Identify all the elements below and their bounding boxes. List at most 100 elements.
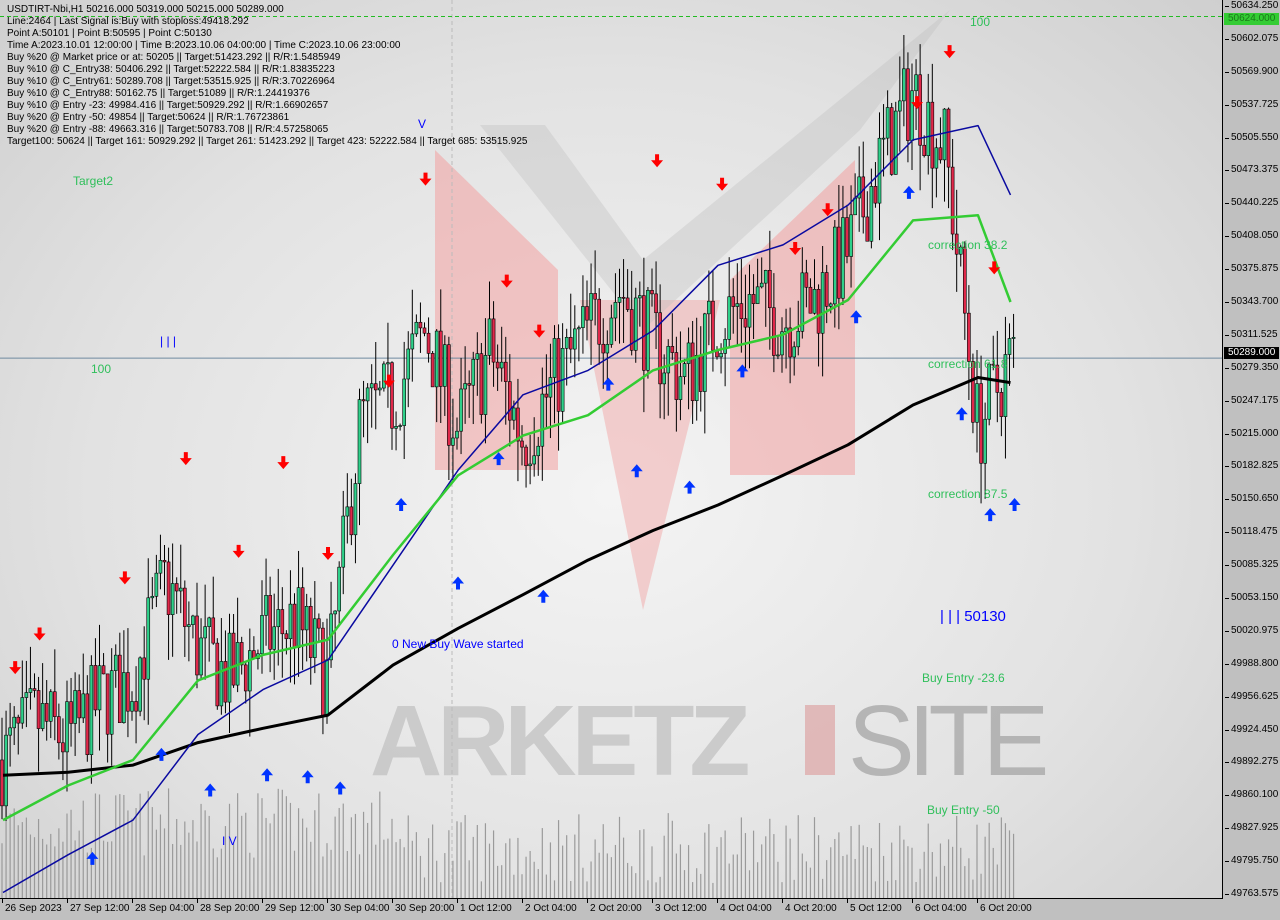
candle-body xyxy=(418,321,423,329)
candle-body xyxy=(865,216,870,242)
correction-38-label: correction 38.2 xyxy=(928,238,1008,252)
candle-body xyxy=(564,337,569,349)
candle-body xyxy=(650,290,654,295)
point-c-label: | | | 50130 xyxy=(940,608,1006,625)
candle-body xyxy=(183,587,187,627)
candle-body xyxy=(304,605,309,631)
candle-body xyxy=(524,446,528,467)
candle-body xyxy=(629,309,634,351)
candle-body xyxy=(971,361,975,423)
candle-body xyxy=(723,339,727,354)
candle-body xyxy=(808,286,813,314)
candle-body xyxy=(0,759,4,807)
candle-body xyxy=(93,665,98,711)
buy-arrow-icon xyxy=(86,851,99,865)
candle-body xyxy=(345,506,350,517)
x-tick-label: 30 Sep 04:00 xyxy=(327,899,390,914)
candle-body xyxy=(633,297,638,351)
candle-body xyxy=(926,101,931,156)
candle-body xyxy=(857,176,861,199)
candle-body xyxy=(317,618,321,629)
buy-arrow-icon xyxy=(204,783,217,797)
price-axis[interactable]: 50634.250 50602.075 50569.900 50537.725 5050… xyxy=(1223,0,1280,899)
buy-arrow-icon xyxy=(155,747,168,761)
trade-zone xyxy=(435,150,558,470)
candle-body xyxy=(195,615,199,676)
target-price-tag: 50624.000 xyxy=(1224,13,1279,25)
candle-body xyxy=(280,609,285,635)
trade-zones xyxy=(435,10,950,610)
candle-body xyxy=(142,657,146,680)
candle-body xyxy=(975,383,979,423)
level-100-top-label: 100 xyxy=(970,15,991,29)
candle-body xyxy=(443,344,447,387)
candle-body xyxy=(918,74,922,146)
candle-body xyxy=(893,110,898,175)
candle-body xyxy=(113,654,118,671)
candle-body xyxy=(853,197,857,216)
candle-body xyxy=(694,355,699,401)
candle-body xyxy=(950,166,955,235)
candle-body xyxy=(268,595,272,650)
wave-iii-label: | | | xyxy=(160,334,177,348)
candle-body xyxy=(483,355,488,415)
candle-body xyxy=(654,293,658,314)
sell-arrow-icon xyxy=(533,324,546,338)
correction-61-label: correction 61.8 xyxy=(928,357,1008,371)
candle-body xyxy=(528,463,532,467)
candle-body xyxy=(938,147,943,161)
candle-body xyxy=(759,282,764,288)
y-tick-label: 49988.800 xyxy=(1224,657,1279,669)
chart-area[interactable]: ARKETZ SITE USDTIRT-Nbi,H1 50216.000 503… xyxy=(0,0,1223,899)
candle-body xyxy=(134,701,138,712)
buy-arrow-icon xyxy=(984,508,997,522)
y-tick-label: 50118.475 xyxy=(1225,526,1278,538)
y-tick-label: 49827.925 xyxy=(1224,822,1279,834)
candle-body xyxy=(922,144,926,156)
signal-arrows xyxy=(9,45,1021,865)
candle-body xyxy=(849,214,853,257)
info-line: Target100: 50624 || Target 161: 50929.29… xyxy=(7,136,528,147)
y-tick-label: 50311.525 xyxy=(1225,328,1278,340)
info-line: Buy %10 @ C_Entry38: 50406.292 || Target… xyxy=(7,64,335,75)
candle-body xyxy=(768,270,772,309)
candle-body xyxy=(394,426,398,429)
candle-body xyxy=(365,387,370,402)
candle-body xyxy=(122,672,126,723)
candle-body xyxy=(357,399,362,484)
candle-body xyxy=(906,68,910,141)
candle-body xyxy=(995,364,1000,393)
candle-body xyxy=(36,690,41,729)
candle-body xyxy=(678,376,683,400)
buy-arrow-icon xyxy=(902,185,915,199)
new-wave-label: 0 New Buy Wave started xyxy=(392,637,524,651)
candle-body xyxy=(24,692,29,698)
info-line: Time A:2023.10.01 12:00:00 | Time B:2023… xyxy=(7,40,401,51)
candle-body xyxy=(410,333,415,350)
buy-arrow-icon xyxy=(683,480,696,494)
candle-body xyxy=(568,337,573,350)
candle-body xyxy=(44,703,49,722)
candle-body xyxy=(682,363,687,377)
candle-body xyxy=(243,664,248,692)
candle-body xyxy=(203,626,207,639)
candle-body xyxy=(499,361,504,369)
candle-body xyxy=(686,342,691,364)
candle-body xyxy=(8,727,12,736)
y-tick-label: 50440.225 xyxy=(1224,197,1279,209)
candle-body xyxy=(73,690,77,724)
buy-arrow-icon xyxy=(452,576,464,590)
candle-body xyxy=(792,346,796,358)
candle-body xyxy=(621,296,626,299)
candle-body xyxy=(983,418,987,464)
time-axis[interactable]: 26 Sep 2023 27 Sep 12:00 28 Sep 04:00 28 Se… xyxy=(0,899,1222,920)
candle-body xyxy=(471,359,476,386)
candle-body xyxy=(378,387,382,391)
candle-body xyxy=(512,407,516,421)
candle-body xyxy=(406,348,411,380)
buy-arrow-icon xyxy=(1008,497,1021,511)
sell-arrow-icon xyxy=(821,203,834,217)
x-tick-label: 6 Oct 20:00 xyxy=(977,899,1032,914)
info-line: Buy %20 @ Entry -50: 49854 || Target:506… xyxy=(7,112,290,123)
price-chart[interactable]: ARKETZ SITE xyxy=(0,0,1222,898)
